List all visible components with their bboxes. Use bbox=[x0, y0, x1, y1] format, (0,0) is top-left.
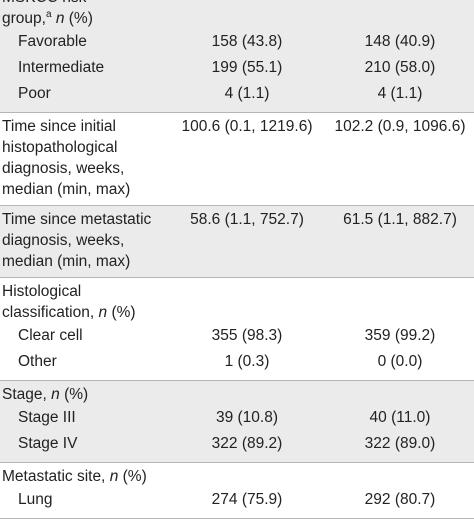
cell-value: 359 (99.2) bbox=[364, 327, 436, 344]
row-label: MSKCC risk group,a n (%) bbox=[0, 0, 168, 29]
label-line: MSKCC risk bbox=[2, 0, 168, 8]
table-row: Clear cell 355 (98.3) 359 (99.2) bbox=[0, 323, 474, 349]
label-line: median (min, max) bbox=[2, 179, 168, 200]
table-row: Time since metastatic diagnosis, weeks, me… bbox=[0, 209, 474, 272]
footnote-mark: a bbox=[45, 8, 52, 20]
label-line: Time since initial bbox=[2, 116, 168, 137]
italic-text: n bbox=[55, 10, 65, 27]
table-row: Histological classification, n (%) bbox=[0, 281, 474, 323]
label-text: group, bbox=[2, 10, 46, 27]
cell-value: 4 (1.1) bbox=[377, 85, 423, 102]
row-label: Intermediate bbox=[18, 59, 105, 76]
cell-value: 1 (0.3) bbox=[224, 353, 270, 370]
row-label: Metastatic site, n (%) bbox=[0, 466, 168, 487]
cell-value: 58.6 (1.1, 752.7) bbox=[190, 211, 304, 228]
cell-value: 100.6 (0.1, 1219.6) bbox=[181, 118, 313, 135]
label-text: Stage, bbox=[2, 386, 47, 403]
label-line: Time since metastatic bbox=[2, 209, 168, 230]
row-label: Lung bbox=[18, 491, 53, 508]
table-row: Time since initial histopathological diagn… bbox=[0, 116, 474, 200]
label-text: Time since initial bbox=[2, 118, 116, 135]
row-label: Time since initial histopathological diagn… bbox=[0, 116, 168, 200]
label-line: median (min, max) bbox=[2, 251, 168, 272]
label-text: (%) bbox=[64, 386, 89, 403]
row-group: MSKCC risk group,a n (%) Favorable 158 (43.… bbox=[0, 0, 474, 113]
table-row: Stage IV 322 (89.2) 322 (89.0) bbox=[0, 431, 474, 457]
label-text: (%) bbox=[111, 304, 136, 321]
label-line: group,a n (%) bbox=[2, 8, 168, 29]
italic-text: n bbox=[51, 386, 60, 403]
label-text: median (min, max) bbox=[2, 181, 131, 198]
label-text: diagnosis, weeks, bbox=[2, 232, 125, 249]
cell-value: 158 (43.8) bbox=[211, 33, 283, 50]
cell-value: 274 (75.9) bbox=[211, 491, 283, 508]
table-row: Favorable 158 (43.8) 148 (40.9) bbox=[0, 29, 474, 55]
label-text: median (min, max) bbox=[2, 253, 131, 270]
row-label: Poor bbox=[18, 85, 51, 102]
row-group: Histological classification, n (%) Clear c… bbox=[0, 278, 474, 381]
row-label: Clear cell bbox=[18, 327, 83, 344]
label-line: diagnosis, weeks, bbox=[2, 158, 168, 179]
label-line: Stage, n (%) bbox=[2, 384, 168, 405]
table-row: Metastatic site, n (%) bbox=[0, 466, 474, 487]
cell-value: 210 (58.0) bbox=[364, 59, 436, 76]
label-text: (%) bbox=[122, 468, 147, 485]
label-line: Histological bbox=[2, 281, 168, 302]
row-group: Time since initial histopathological diagn… bbox=[0, 113, 474, 206]
table-row: Other 1 (0.3) 0 (0.0) bbox=[0, 349, 474, 375]
label-text: Metastatic site, bbox=[2, 468, 106, 485]
label-text: Time since metastatic bbox=[2, 211, 152, 228]
row-label: Stage, n (%) bbox=[0, 384, 168, 405]
row-label: Histological classification, n (%) bbox=[0, 281, 168, 323]
label-text: MSKCC risk bbox=[2, 0, 86, 6]
cell-value: 61.5 (1.1, 882.7) bbox=[343, 211, 457, 228]
table-row: MSKCC risk group,a n (%) bbox=[0, 0, 474, 29]
italic-text: n bbox=[98, 304, 108, 321]
cell-value: 0 (0.0) bbox=[377, 353, 423, 370]
row-label: Other bbox=[18, 353, 57, 370]
table-row: Intermediate 199 (55.1) 210 (58.0) bbox=[0, 55, 474, 81]
italic-text: n bbox=[109, 468, 119, 485]
cell-value: 199 (55.1) bbox=[211, 59, 283, 76]
row-group: Stage, n (%) Stage III 39 (10.8) 40 (11.0) S… bbox=[0, 381, 474, 463]
label-text: diagnosis, weeks, bbox=[2, 160, 125, 177]
row-label: Stage IV bbox=[18, 435, 78, 452]
cell-value: 4 (1.1) bbox=[224, 85, 270, 102]
table-row: Poor 4 (1.1) 4 (1.1) bbox=[0, 81, 474, 107]
table-row: Lung 274 (75.9) 292 (80.7) bbox=[0, 487, 474, 513]
label-text: classification, bbox=[2, 304, 95, 321]
table-row: Stage III 39 (10.8) 40 (11.0) bbox=[0, 405, 474, 431]
label-text: (%) bbox=[68, 10, 93, 27]
label-line: Metastatic site, n (%) bbox=[2, 466, 168, 487]
cell-value: 102.2 (0.9, 1096.6) bbox=[334, 118, 466, 135]
row-label: Stage III bbox=[18, 409, 76, 426]
row-group: Metastatic site, n (%) Lung 274 (75.9) 292 … bbox=[0, 463, 474, 519]
row-label: Favorable bbox=[18, 33, 87, 50]
label-text: Histological bbox=[2, 283, 82, 300]
row-group: Time since metastatic diagnosis, weeks, me… bbox=[0, 206, 474, 278]
table-row: Stage, n (%) bbox=[0, 384, 474, 405]
cell-value: 292 (80.7) bbox=[364, 491, 436, 508]
label-line: histopathological bbox=[2, 137, 168, 158]
cell-value: 148 (40.9) bbox=[364, 33, 436, 50]
label-line: diagnosis, weeks, bbox=[2, 230, 168, 251]
row-label: Time since metastatic diagnosis, weeks, me… bbox=[0, 209, 168, 272]
label-line: classification, n (%) bbox=[2, 302, 168, 323]
cell-value: 40 (11.0) bbox=[369, 409, 431, 426]
label-text: histopathological bbox=[2, 139, 118, 156]
cell-value: 322 (89.2) bbox=[211, 435, 283, 452]
cell-value: 322 (89.0) bbox=[364, 435, 436, 452]
cell-value: 39 (10.8) bbox=[215, 409, 279, 426]
cell-value: 355 (98.3) bbox=[211, 327, 283, 344]
